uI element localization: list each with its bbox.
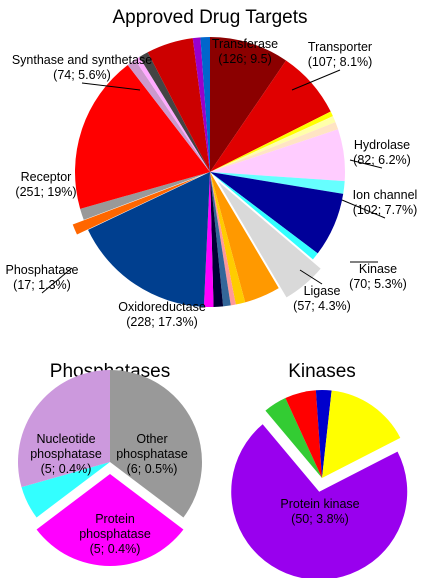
pie-slice	[217, 181, 321, 298]
slice-label: Oxidoreductase (228; 17.3%)	[102, 300, 222, 330]
leader-line	[291, 69, 341, 91]
category-label: Synthase and synthetase	[11, 53, 153, 67]
pie-slice	[127, 59, 210, 172]
pie-slice	[210, 172, 246, 305]
slice-label: Kinase (70; 5.3%)	[338, 262, 418, 292]
pie-slice	[231, 424, 408, 578]
pie-slice	[17, 370, 110, 488]
chart-title: Kinases	[288, 361, 356, 382]
value-label: (126; 9.5)	[218, 52, 272, 66]
pie-slice	[139, 52, 210, 172]
value-label: (107; 8.1%)	[307, 55, 373, 69]
pie-slice	[210, 122, 339, 172]
slice-label: Ion channel (102; 7.7%)	[340, 188, 421, 218]
pie-slice	[203, 172, 214, 307]
pie-slice	[210, 172, 344, 254]
category-label: Nucleotide phosphatase	[30, 432, 102, 461]
pie-slice	[210, 172, 231, 307]
value-label: (102; 7.7%)	[352, 203, 418, 217]
pie-slice	[80, 172, 210, 220]
pie-slice	[210, 172, 224, 307]
slice-label: Synthase and synthetase (74; 5.6%)	[0, 53, 167, 83]
slice-label: Transporter (107; 8.1%)	[290, 40, 390, 70]
pie-slice	[210, 116, 336, 172]
slice-label: Phosphatase (17; 1.3%)	[0, 263, 84, 293]
pie-slice	[74, 64, 210, 209]
pie-slice	[135, 56, 210, 172]
slice-label: Transferase (126; 9.5)	[190, 37, 300, 67]
category-label: Receptor	[20, 170, 72, 184]
pie-slice	[210, 172, 279, 303]
value-label: (228; 17.3%)	[126, 315, 198, 329]
category-label: Transferase	[211, 37, 279, 51]
pie-slice	[192, 37, 210, 172]
category-label: Transporter	[307, 40, 373, 54]
pie-slice	[147, 38, 210, 172]
leader-line	[299, 269, 323, 285]
pie-slice	[210, 172, 318, 260]
category-label: Oxidoreductase	[118, 300, 206, 314]
pie-slice	[315, 390, 332, 478]
pie-slice	[210, 172, 345, 194]
value-label: (6; 0.5%)	[126, 462, 178, 476]
pie-slice	[110, 370, 203, 518]
category-label: Phosphatase	[5, 263, 79, 277]
value-label: (70; 5.3%)	[349, 277, 407, 291]
slice-label: Nucleotide phosphatase (5; 0.4%)	[21, 432, 111, 477]
category-label: Kinase	[358, 262, 398, 276]
value-label: (74; 5.6%)	[53, 68, 111, 82]
leader-line	[41, 267, 73, 294]
value-label: (5; 0.4%)	[89, 542, 141, 556]
pie-slice	[210, 172, 236, 306]
slice-label: Receptor (251; 19%)	[1, 170, 91, 200]
value-label: (17; 1.3%)	[13, 278, 71, 292]
value-label: (50; 3.8%)	[291, 512, 349, 526]
pie-slice	[210, 37, 287, 172]
category-label: Protein phosphatase	[79, 512, 151, 541]
pie-slice	[210, 129, 346, 182]
category-label: Ion channel	[352, 188, 418, 202]
slice-label: Other phosphatase (6; 0.5%)	[112, 432, 192, 477]
value-label: (82; 6.2%)	[353, 153, 411, 167]
pie-slice	[285, 390, 322, 478]
category-label: Protein kinase	[280, 497, 360, 511]
pie-slice	[200, 37, 210, 172]
pie-slice	[21, 462, 111, 518]
value-label: (57; 4.3%)	[293, 299, 351, 313]
slice-label: Hydrolase (82; 6.2%)	[337, 138, 421, 168]
pie-slice	[210, 60, 331, 172]
category-label: Hydrolase	[353, 138, 411, 152]
pie-slice	[72, 176, 199, 235]
leader-line	[81, 82, 141, 91]
leader-line	[341, 199, 386, 219]
category-label: Other phosphatase	[116, 432, 188, 461]
pie-slice	[265, 397, 322, 478]
pie-slice	[210, 111, 333, 172]
slice-label: Ligase (57; 4.3%)	[282, 284, 362, 314]
category-label: Ligase	[303, 284, 341, 298]
slice-label: Protein kinase (50; 3.8%)	[265, 497, 375, 527]
value-label: (251; 19%)	[15, 185, 77, 199]
leader-line	[349, 159, 383, 169]
value-label: (5; 0.4%)	[40, 462, 92, 476]
pie-slice	[88, 172, 210, 307]
chart-title: Approved Drug Targets	[112, 7, 307, 28]
pie-slice	[322, 390, 401, 478]
slice-label: Protein phosphatase (5; 0.4%)	[70, 512, 160, 557]
pie-slice	[36, 474, 184, 566]
